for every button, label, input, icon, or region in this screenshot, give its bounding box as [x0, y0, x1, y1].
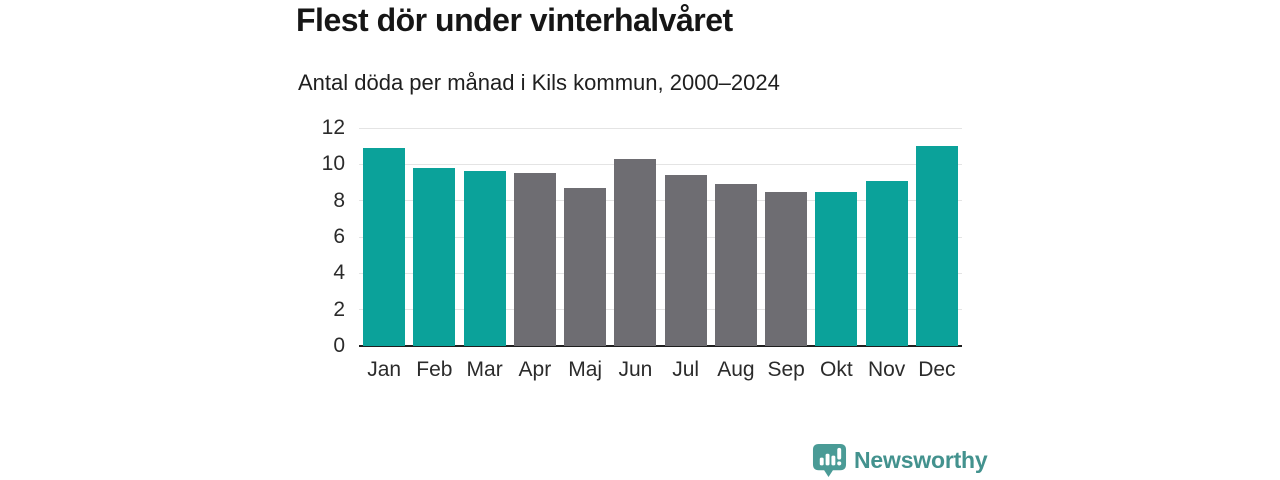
gridline-y-6 [359, 236, 962, 238]
y-tick-label-6: 6 [333, 225, 345, 248]
bar-aug [714, 184, 757, 346]
x-tick-label-feb: Feb [416, 358, 453, 381]
newsworthy-logo: Newsworthy [812, 443, 988, 478]
bar-jan [363, 147, 406, 346]
gridline-y-2 [359, 309, 962, 311]
x-tick-label-okt: Okt [820, 358, 853, 381]
bar-nov [865, 180, 908, 346]
x-tick-label-mar: Mar [466, 358, 503, 381]
bar-sep [765, 191, 808, 346]
gridline-y-8 [359, 200, 962, 202]
chart-subtitle: Antal döda per månad i Kils kommun, 2000… [298, 70, 780, 95]
bar-chart-plot-area: 0 2 4 6 8 10 12 Jan Feb Mar Apr Maj Jun Jul Aug Sep Okt N… [322, 116, 962, 381]
y-tick-label-2: 2 [333, 297, 345, 321]
x-tick-label-jun: Jun [618, 358, 653, 381]
bar-jun [614, 158, 657, 346]
y-tick-label-0: 0 [333, 334, 345, 357]
x-tick-label-maj: Maj [568, 358, 603, 381]
x-tick-label-jul: Jul [672, 358, 700, 381]
newsworthy-logo-text: Newsworthy [854, 447, 988, 473]
x-tick-label-nov: Nov [867, 358, 906, 381]
bar-feb [413, 167, 456, 346]
x-tick-label-jan: Jan [367, 358, 402, 381]
bar-jul [664, 175, 707, 346]
bar-mar [463, 170, 506, 346]
bar-apr [513, 172, 556, 346]
bar-okt [815, 191, 858, 346]
x-axis-line [359, 345, 962, 347]
y-tick-label-8: 8 [333, 188, 345, 212]
y-tick-label-4: 4 [333, 261, 345, 285]
bar-maj [564, 187, 607, 346]
bar-dec [915, 146, 958, 346]
gridline-y-10 [359, 163, 962, 165]
chart-title: Flest dör under vinterhalvåret [296, 2, 733, 38]
x-tick-label-aug: Aug [717, 358, 755, 381]
gridline-y-12 [359, 127, 962, 129]
x-tick-label-sep: Sep [767, 358, 805, 381]
x-tick-label-apr: Apr [518, 358, 552, 381]
x-tick-label-dec: Dec [918, 358, 956, 381]
y-tick-label-12: 12 [321, 116, 345, 139]
newsworthy-logo-icon [812, 443, 847, 478]
y-tick-label-10: 10 [321, 152, 345, 176]
gridline-y-4 [359, 272, 962, 274]
